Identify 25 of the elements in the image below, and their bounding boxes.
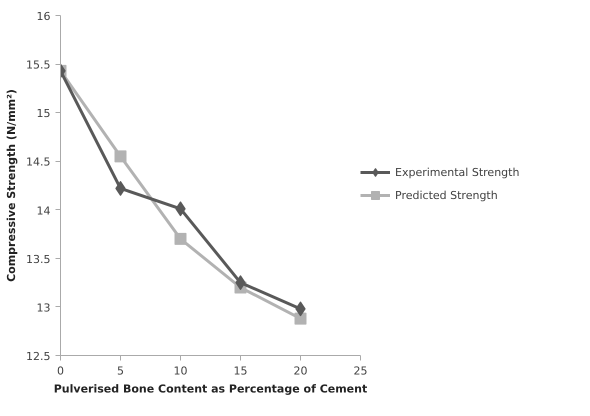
legend-label: Predicted Strength bbox=[395, 188, 498, 202]
y-tick-label: 15 bbox=[36, 107, 51, 120]
point bbox=[235, 275, 246, 290]
x-tick-label: 25 bbox=[354, 364, 368, 378]
y-tick-label: 16 bbox=[36, 10, 51, 23]
x-tick-label: 5 bbox=[117, 364, 124, 378]
point bbox=[175, 201, 186, 216]
y-tick-label: 14.5 bbox=[26, 156, 51, 169]
x-tick-label: 10 bbox=[174, 364, 188, 378]
y-tick-label: 14 bbox=[36, 204, 51, 218]
x-tick-label: 0 bbox=[57, 364, 64, 378]
point bbox=[115, 180, 126, 196]
x-tick-label: 15 bbox=[234, 364, 248, 378]
y-tick-label: 15.5 bbox=[26, 58, 51, 72]
legend-label: Experimental Strength bbox=[395, 166, 520, 178]
y-tick-label: 13 bbox=[36, 301, 51, 314]
point bbox=[295, 301, 306, 316]
x-axis-title: Pulverised Bone Content as Percentage of Cement bbox=[54, 382, 368, 396]
x-tick-label: 20 bbox=[294, 364, 308, 378]
y-tick-label: 12.5 bbox=[26, 350, 51, 363]
y-tick-label: 13.5 bbox=[26, 252, 51, 266]
point bbox=[294, 312, 306, 325]
y-axis-title: Compressive Strength (N/mm²) bbox=[5, 89, 18, 282]
point bbox=[114, 150, 126, 162]
point bbox=[174, 232, 186, 245]
